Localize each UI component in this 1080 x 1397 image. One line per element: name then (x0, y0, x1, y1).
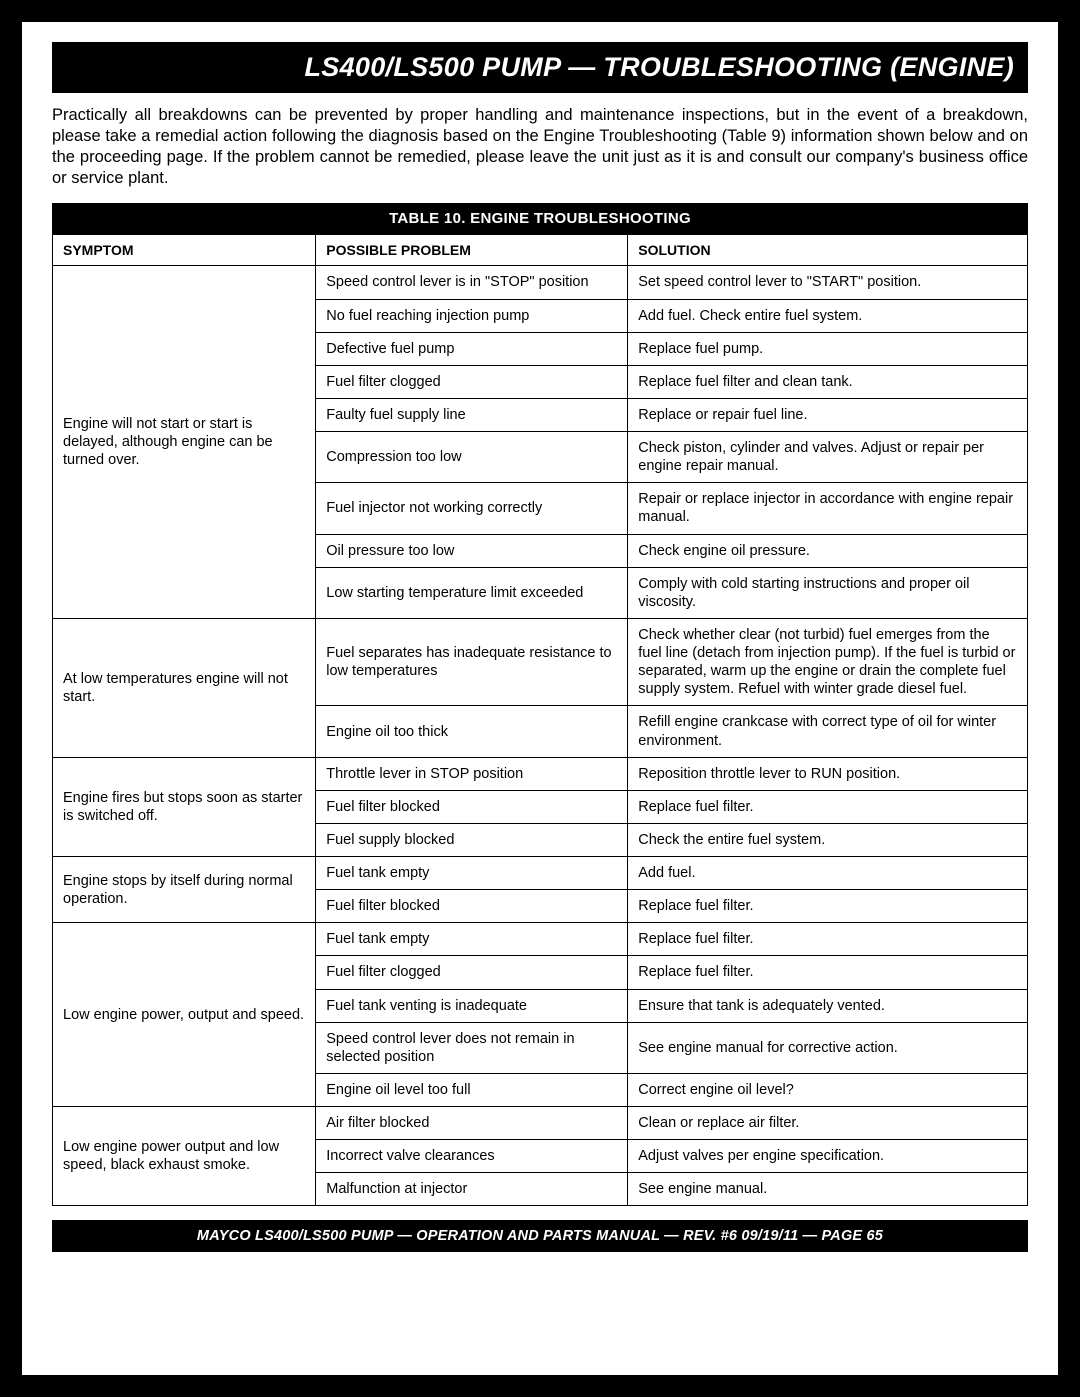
problem-cell: Fuel filter blocked (316, 790, 628, 823)
symptom-cell: Engine fires but stops soon as starter i… (53, 757, 316, 856)
page-title-banner: LS400/LS500 PUMP — TROUBLESHOOTING (ENGI… (52, 42, 1028, 93)
intro-paragraph: Practically all breakdowns can be preven… (52, 105, 1028, 189)
problem-cell: Fuel tank empty (316, 857, 628, 890)
solution-cell: Check whether clear (not turbid) fuel em… (628, 618, 1028, 706)
symptom-cell: Engine will not start or start is delaye… (53, 266, 316, 619)
problem-cell: Low starting temperature limit exceeded (316, 567, 628, 618)
solution-cell: Refill engine crankcase with correct typ… (628, 706, 1028, 757)
problem-cell: Speed control lever is in "STOP" positio… (316, 266, 628, 299)
table-header-row: SYMPTOM POSSIBLE PROBLEM SOLUTION (53, 235, 1028, 266)
solution-cell: Ensure that tank is adequately vented. (628, 989, 1028, 1022)
problem-cell: Faulty fuel supply line (316, 398, 628, 431)
problem-cell: Defective fuel pump (316, 332, 628, 365)
symptom-cell: At low temperatures engine will not star… (53, 618, 316, 757)
symptom-cell: Engine stops by itself during normal ope… (53, 857, 316, 923)
troubleshooting-table: TABLE 10. ENGINE TROUBLESHOOTING SYMPTOM… (52, 203, 1028, 1206)
solution-cell: Check the entire fuel system. (628, 823, 1028, 856)
solution-cell: See engine manual for corrective action. (628, 1022, 1028, 1073)
solution-cell: Clean or replace air filter. (628, 1107, 1028, 1140)
solution-cell: Reposition throttle lever to RUN positio… (628, 757, 1028, 790)
solution-cell: Replace fuel filter and clean tank. (628, 365, 1028, 398)
problem-cell: Fuel tank empty (316, 923, 628, 956)
col-symptom: SYMPTOM (53, 235, 316, 266)
problem-cell: Oil pressure too low (316, 534, 628, 567)
table-row: Engine will not start or start is delaye… (53, 266, 1028, 299)
table-row: Low engine power, output and speed.Fuel … (53, 923, 1028, 956)
solution-cell: Repair or replace injector in accordance… (628, 483, 1028, 534)
solution-cell: Correct engine oil level? (628, 1073, 1028, 1106)
problem-cell: Fuel separates has inadequate resistance… (316, 618, 628, 706)
col-problem: POSSIBLE PROBLEM (316, 235, 628, 266)
problem-cell: Speed control lever does not remain in s… (316, 1022, 628, 1073)
solution-cell: See engine manual. (628, 1173, 1028, 1206)
table-row: At low temperatures engine will not star… (53, 618, 1028, 706)
col-solution: SOLUTION (628, 235, 1028, 266)
symptom-cell: Low engine power output and low speed, b… (53, 1107, 316, 1206)
solution-cell: Replace fuel filter. (628, 956, 1028, 989)
problem-cell: Air filter blocked (316, 1107, 628, 1140)
problem-cell: Throttle lever in STOP position (316, 757, 628, 790)
problem-cell: Fuel filter clogged (316, 365, 628, 398)
problem-cell: Fuel tank venting is inadequate (316, 989, 628, 1022)
problem-cell: Fuel supply blocked (316, 823, 628, 856)
solution-cell: Add fuel. Check entire fuel system. (628, 299, 1028, 332)
problem-cell: No fuel reaching injection pump (316, 299, 628, 332)
table-row: Low engine power output and low speed, b… (53, 1107, 1028, 1140)
solution-cell: Comply with cold starting instructions a… (628, 567, 1028, 618)
problem-cell: Compression too low (316, 432, 628, 483)
symptom-cell: Low engine power, output and speed. (53, 923, 316, 1107)
document-page: LS400/LS500 PUMP — TROUBLESHOOTING (ENGI… (22, 22, 1058, 1375)
solution-cell: Replace fuel filter. (628, 923, 1028, 956)
solution-cell: Replace fuel filter. (628, 790, 1028, 823)
table-row: Engine fires but stops soon as starter i… (53, 757, 1028, 790)
solution-cell: Set speed control lever to "START" posit… (628, 266, 1028, 299)
solution-cell: Check engine oil pressure. (628, 534, 1028, 567)
page-footer: MAYCO LS400/LS500 PUMP — OPERATION AND P… (52, 1220, 1028, 1252)
solution-cell: Adjust valves per engine specification. (628, 1140, 1028, 1173)
problem-cell: Incorrect valve clearances (316, 1140, 628, 1173)
problem-cell: Fuel filter blocked (316, 890, 628, 923)
solution-cell: Check piston, cylinder and valves. Adjus… (628, 432, 1028, 483)
problem-cell: Fuel injector not working correctly (316, 483, 628, 534)
solution-cell: Replace fuel pump. (628, 332, 1028, 365)
problem-cell: Engine oil level too full (316, 1073, 628, 1106)
problem-cell: Malfunction at injector (316, 1173, 628, 1206)
table-row: Engine stops by itself during normal ope… (53, 857, 1028, 890)
problem-cell: Engine oil too thick (316, 706, 628, 757)
solution-cell: Add fuel. (628, 857, 1028, 890)
solution-cell: Replace or repair fuel line. (628, 398, 1028, 431)
solution-cell: Replace fuel filter. (628, 890, 1028, 923)
table-caption: TABLE 10. ENGINE TROUBLESHOOTING (52, 203, 1028, 234)
problem-cell: Fuel filter clogged (316, 956, 628, 989)
